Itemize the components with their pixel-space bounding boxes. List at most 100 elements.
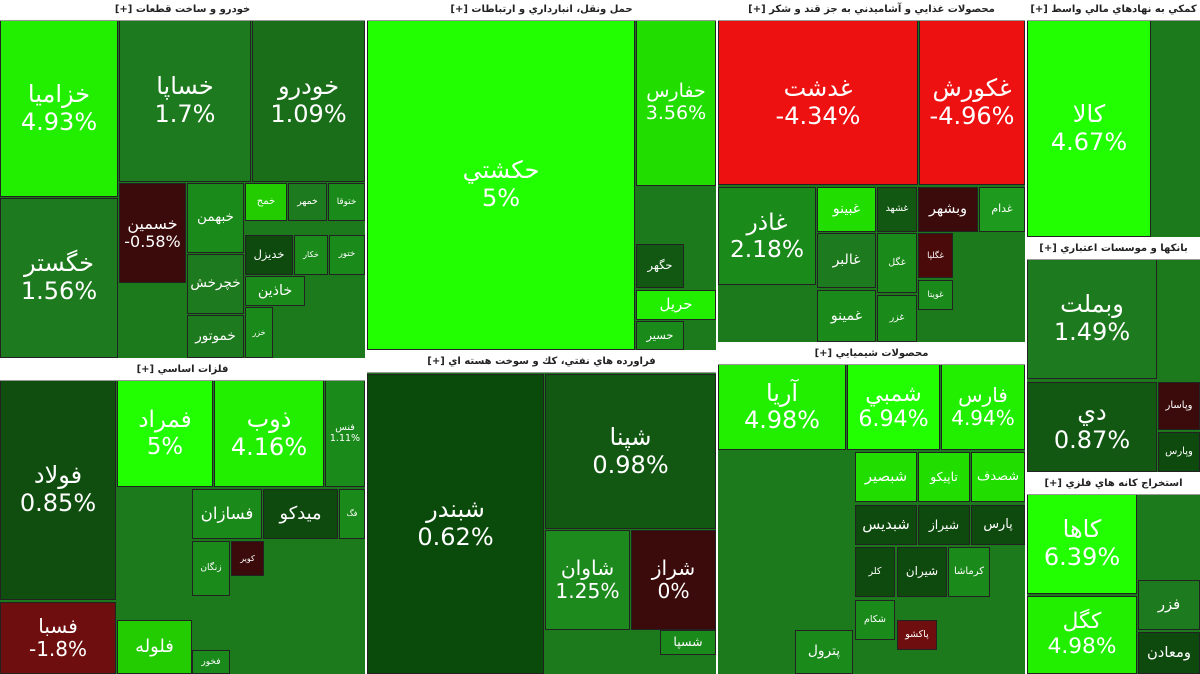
- stock-tile[interactable]: شاوان 1.25%: [545, 530, 630, 630]
- stock-tile[interactable]: وبشهر: [918, 187, 978, 232]
- stock-tile[interactable]: وپاسار: [1158, 382, 1200, 430]
- stock-name: فارس: [958, 383, 1008, 407]
- stock-tile[interactable]: تاپيكو: [918, 452, 970, 502]
- stock-tile[interactable]: خزر: [245, 307, 273, 358]
- stock-tile[interactable]: حريل: [636, 290, 716, 320]
- stock-tile[interactable]: خموتور: [187, 315, 244, 358]
- sector-title[interactable]: خودرو و ساخت قطعات [+]: [0, 0, 365, 21]
- stock-tile[interactable]: كوير: [231, 541, 264, 576]
- stock-tile[interactable]: خودرو 1.09%: [252, 20, 365, 182]
- stock-name: شبصير: [864, 467, 908, 485]
- stock-change: 6.94%: [858, 406, 929, 432]
- stock-name: حريل: [659, 295, 693, 314]
- stock-tile[interactable]: كرماشا: [948, 547, 990, 597]
- stock-tile[interactable]: خكار: [294, 235, 328, 275]
- stock-tile[interactable]: شبندر 0.62%: [367, 374, 544, 674]
- stock-name: كرماشا: [953, 566, 985, 578]
- sector: خزاميا 4.93% خگستر 1.56% خساپا 1.7% خودرو 1.09%…: [0, 0, 366, 359]
- stock-tile[interactable]: غالبر: [817, 233, 876, 288]
- stock-tile[interactable]: فسازان: [192, 489, 262, 539]
- stock-tile[interactable]: كلر: [855, 547, 895, 597]
- stock-tile[interactable]: خسمين -0.58%: [119, 183, 186, 283]
- sector-title[interactable]: حمل ونقل، انبارداري و ارتباطات [+]: [367, 0, 716, 21]
- stock-tile[interactable]: غبينو: [817, 187, 876, 232]
- stock-tile[interactable]: خزاميا 4.93%: [0, 20, 118, 197]
- stock-tile[interactable]: وپارس: [1158, 432, 1200, 472]
- stock-tile[interactable]: شمبي 6.94%: [847, 364, 940, 450]
- stock-name: فگ: [346, 509, 358, 519]
- stock-tile[interactable]: حفارس 3.56%: [636, 20, 716, 186]
- stock-tile[interactable]: غمينو: [817, 290, 876, 342]
- stock-tile[interactable]: ختور: [329, 235, 365, 275]
- stock-tile[interactable]: خچرخش: [187, 254, 244, 314]
- sector: غدشت -4.34% غكورش -4.96% غاذر 2.18% غبينو غشهد و…: [717, 0, 1026, 343]
- stock-tile[interactable]: غشهد: [877, 187, 917, 232]
- stock-tile[interactable]: فسبا -1.8%: [0, 602, 116, 674]
- stock-tile[interactable]: كگل 4.98%: [1027, 596, 1137, 674]
- stock-tile[interactable]: آريا 4.98%: [718, 364, 846, 450]
- sector-title[interactable]: كمكي به نهادهاي مالي واسط [+]: [1027, 0, 1200, 21]
- stock-name: خسمين: [127, 213, 178, 233]
- stock-tile[interactable]: زنگان: [192, 541, 230, 596]
- stock-name: پارس: [983, 516, 1013, 532]
- stock-name: شاوان: [560, 555, 615, 580]
- stock-tile[interactable]: ختوقا: [328, 183, 365, 221]
- stock-change: 1.09%: [270, 100, 347, 128]
- stock-tile[interactable]: خساپا 1.7%: [119, 20, 251, 182]
- stock-tile[interactable]: شيراز: [918, 505, 970, 545]
- stock-tile[interactable]: خبهمن: [187, 183, 244, 253]
- stock-tile[interactable]: فمراد 5%: [117, 380, 213, 487]
- stock-name: حكشتي: [462, 156, 540, 185]
- stock-tile[interactable]: غگلپا: [918, 233, 953, 278]
- stock-tile[interactable]: حگهر: [636, 244, 684, 288]
- stock-tile[interactable]: دي 0.87%: [1027, 382, 1157, 472]
- sector-title[interactable]: بانكها و موسسات اعتباري [+]: [1027, 239, 1200, 260]
- stock-tile[interactable]: خاذين: [245, 276, 305, 306]
- sector-title[interactable]: استخراج كانه هاي فلزي [+]: [1027, 474, 1200, 495]
- stock-tile[interactable]: فلوله: [117, 620, 192, 674]
- stock-tile[interactable]: كالا 4.67%: [1027, 20, 1151, 237]
- stock-name: وبشهر: [928, 201, 968, 218]
- stock-tile[interactable]: غدام: [979, 187, 1025, 232]
- stock-tile[interactable]: شبديس: [855, 505, 917, 545]
- sector-title[interactable]: فراورده هاي نفتي، كك و سوخت هسته اي [+]: [367, 352, 716, 373]
- stock-tile[interactable]: فنس 1.11%: [325, 380, 365, 487]
- stock-tile[interactable]: خگستر 1.56%: [0, 198, 118, 358]
- stock-tile[interactable]: شصدف: [971, 452, 1025, 502]
- stock-tile[interactable]: كاها 6.39%: [1027, 494, 1137, 594]
- stock-tile[interactable]: فگ: [339, 489, 365, 539]
- stock-tile[interactable]: فزر: [1138, 580, 1200, 630]
- sector-title[interactable]: محصولات غذايي و آشاميدني به جز قند و شكر…: [718, 0, 1025, 21]
- stock-tile[interactable]: غگل: [877, 233, 917, 293]
- stock-name: حگهر: [647, 258, 673, 273]
- stock-tile[interactable]: فخور: [192, 650, 230, 674]
- stock-tile[interactable]: شسپا: [660, 630, 716, 655]
- sector-title[interactable]: فلزات اساسي [+]: [0, 360, 365, 381]
- stock-tile[interactable]: خمح: [245, 183, 287, 221]
- stock-tile[interactable]: حسير: [636, 321, 684, 350]
- stock-tile[interactable]: غكورش -4.96%: [919, 20, 1025, 185]
- stock-tile[interactable]: پترول: [795, 630, 853, 674]
- stock-tile[interactable]: ميدكو: [263, 489, 338, 539]
- stock-tile[interactable]: وبملت 1.49%: [1027, 259, 1157, 379]
- stock-tile[interactable]: پاكشو: [897, 620, 937, 650]
- stock-tile[interactable]: غويتا: [918, 280, 953, 310]
- stock-tile[interactable]: شپنا 0.98%: [545, 374, 716, 529]
- stock-tile[interactable]: شراز 0%: [631, 530, 716, 630]
- stock-tile[interactable]: خمهر: [288, 183, 327, 221]
- stock-tile[interactable]: خديزل: [245, 235, 293, 275]
- stock-tile[interactable]: شيران: [897, 547, 947, 597]
- stock-tile[interactable]: شبصير: [855, 452, 917, 502]
- stock-tile[interactable]: فارس 4.94%: [941, 364, 1025, 450]
- stock-tile[interactable]: پارس: [971, 505, 1025, 545]
- stock-tile[interactable]: حكشتي 5%: [367, 20, 635, 350]
- stock-name: تاپيكو: [930, 469, 958, 484]
- stock-tile[interactable]: ذوب 4.16%: [214, 380, 324, 487]
- sector-title[interactable]: محصولات شيميايي [+]: [718, 344, 1025, 365]
- stock-tile[interactable]: ومعادن: [1138, 632, 1200, 674]
- stock-tile[interactable]: غدشت -4.34%: [718, 20, 918, 185]
- stock-tile[interactable]: غزر: [877, 295, 917, 342]
- stock-tile[interactable]: فولاد 0.85%: [0, 380, 116, 600]
- stock-tile[interactable]: غاذر 2.18%: [718, 187, 816, 285]
- stock-tile[interactable]: شكام: [855, 600, 895, 640]
